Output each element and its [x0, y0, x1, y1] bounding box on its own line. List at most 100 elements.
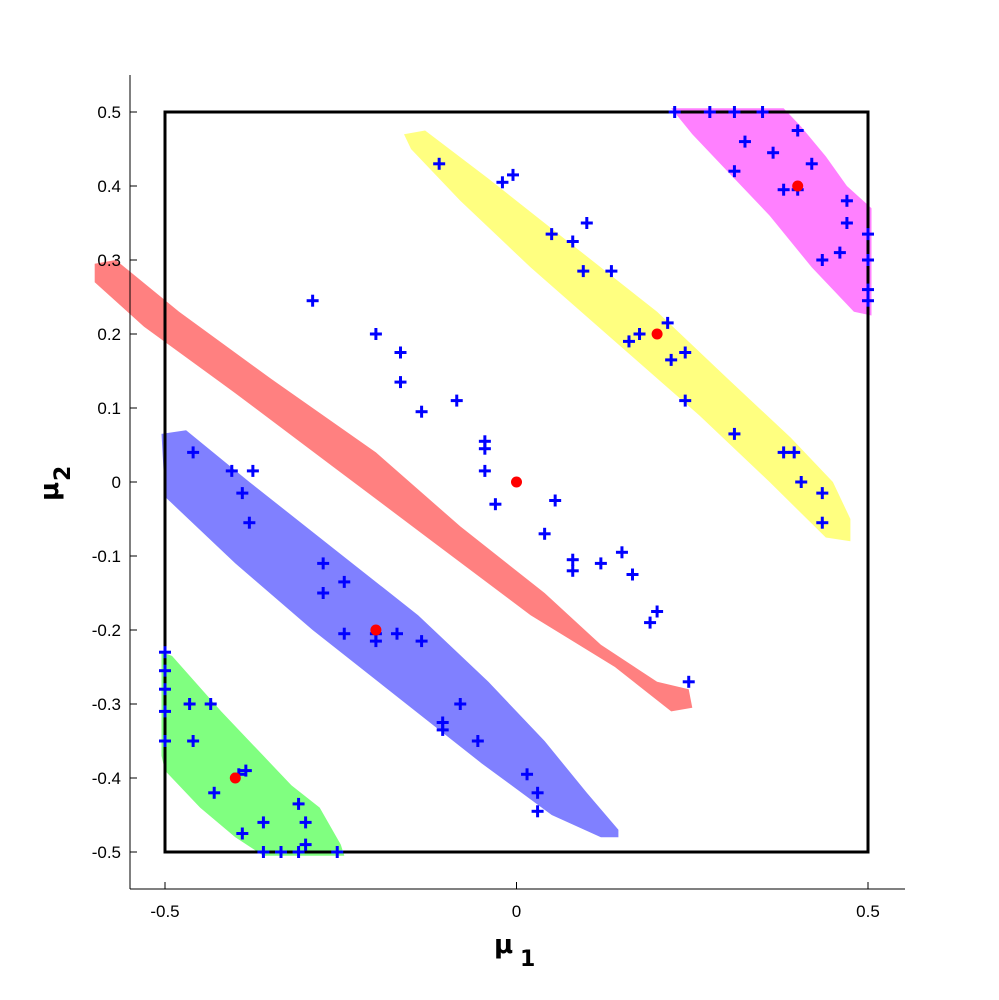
plus-marker	[292, 846, 305, 858]
center-point	[511, 476, 522, 488]
plus-marker	[833, 246, 846, 259]
plus-marker	[471, 735, 484, 747]
constraint-box-layer	[163, 110, 870, 854]
plus-marker	[816, 254, 829, 266]
plus-marker	[292, 797, 305, 810]
plus-marker	[369, 328, 382, 340]
center-point	[370, 624, 382, 636]
y-tick-label: 0	[112, 473, 121, 492]
plus-marker	[531, 786, 544, 799]
plus-marker	[738, 135, 751, 148]
plus-marker	[338, 627, 351, 640]
plus-marker	[728, 106, 741, 118]
plus-marker	[187, 446, 200, 459]
plus-marker	[159, 646, 171, 659]
plus-marker	[767, 146, 780, 159]
plus-marker	[478, 442, 491, 455]
plus-marker	[651, 605, 664, 618]
region-3	[94, 260, 693, 712]
x-tick-label: 0.5	[856, 902, 880, 921]
plus-marker	[756, 106, 769, 118]
y-tick-label: -0.2	[92, 621, 121, 640]
y-tick-label: 0.1	[97, 399, 121, 418]
plus-marker	[816, 516, 829, 529]
y-tick-label: 0.2	[97, 325, 121, 344]
plus-marker	[668, 106, 681, 118]
plus-marker	[338, 575, 351, 588]
marker-layer	[159, 106, 874, 858]
plus-marker	[239, 764, 252, 777]
plus-marker	[236, 827, 249, 840]
plus-marker	[454, 698, 467, 710]
plus-marker	[225, 464, 238, 477]
plus-marker	[566, 553, 579, 566]
center-point	[651, 328, 663, 340]
plus-marker	[661, 316, 674, 329]
plus-marker	[236, 487, 249, 500]
plus-marker	[208, 786, 221, 799]
plus-marker	[521, 768, 534, 781]
plus-marker	[840, 194, 853, 207]
y-tick-label: 0.3	[97, 251, 121, 270]
plus-marker	[862, 254, 874, 266]
y-tick-label: -0.4	[92, 769, 121, 788]
plus-marker	[159, 664, 171, 677]
plus-marker	[187, 735, 200, 747]
plus-marker	[415, 635, 428, 648]
plus-marker	[369, 635, 382, 648]
tick-layer: -0.5 0 0.5 0.5 0.4 0.3 0.2 0.1 0 -0.1 -0.2 -0.3 -0.4…	[92, 103, 880, 921]
constraint-box	[163, 110, 870, 854]
plus-marker	[183, 698, 196, 710]
plus-marker	[506, 168, 519, 181]
plus-marker	[679, 346, 692, 359]
plus-marker	[317, 587, 330, 599]
plus-marker	[777, 183, 790, 196]
plus-marker	[159, 705, 171, 718]
plus-marker	[862, 228, 874, 241]
plus-marker	[728, 427, 741, 440]
plus-marker	[682, 675, 695, 688]
plus-marker	[816, 487, 829, 500]
plus-marker	[257, 846, 270, 858]
y-tick-label: -0.5	[92, 843, 121, 862]
y-tick-label: 0.4	[97, 177, 121, 196]
region-2	[404, 130, 851, 542]
plus-marker	[204, 698, 217, 710]
plus-marker	[489, 498, 502, 511]
plus-marker	[274, 846, 287, 858]
y-axis-title: μ 2	[35, 466, 76, 501]
plus-marker	[257, 816, 270, 829]
plus-marker	[644, 616, 657, 629]
plus-marker	[605, 265, 618, 278]
plus-marker	[665, 353, 678, 366]
plus-marker	[394, 376, 407, 389]
plus-marker	[450, 394, 463, 407]
plus-marker	[580, 217, 593, 229]
plus-marker	[862, 283, 874, 296]
plus-marker	[390, 627, 403, 640]
plus-marker	[478, 464, 491, 477]
plus-marker	[577, 265, 590, 278]
y-axis-label: μ	[35, 482, 65, 501]
x-tick-label: -0.5	[150, 902, 179, 921]
y-axis-label-subscript: 2	[51, 466, 76, 481]
plus-marker	[331, 846, 344, 858]
center-point	[792, 180, 804, 192]
x-tick-label: 0	[512, 902, 521, 921]
plus-marker	[159, 683, 171, 696]
plus-marker	[306, 294, 319, 307]
plus-marker	[566, 564, 579, 577]
plus-marker	[791, 124, 804, 137]
plus-marker	[433, 157, 446, 170]
x-axis-title: μ 1	[494, 930, 535, 972]
plus-marker	[538, 527, 551, 540]
plus-marker	[531, 805, 544, 818]
plus-marker	[594, 557, 607, 570]
plus-marker	[805, 157, 818, 170]
plus-marker	[545, 228, 558, 241]
y-tick-label: -0.1	[92, 547, 121, 566]
plus-marker	[840, 217, 853, 229]
plus-marker	[679, 394, 692, 407]
plus-marker	[415, 405, 428, 418]
